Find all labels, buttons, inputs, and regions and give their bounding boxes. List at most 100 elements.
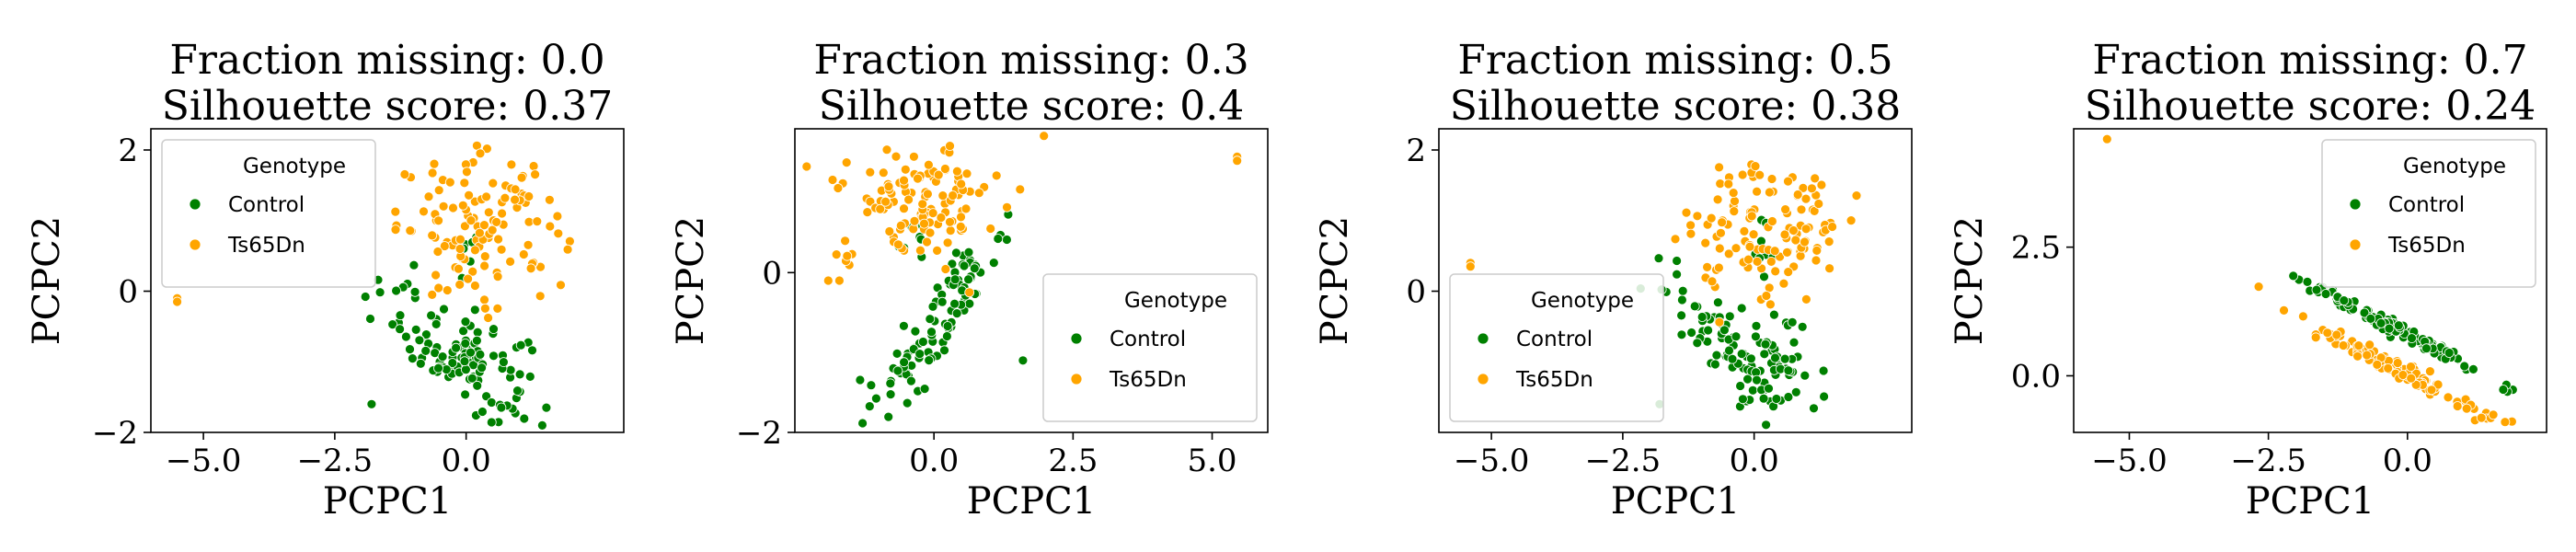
- point-ts65dn: [528, 161, 539, 171]
- point-ts65dn: [1801, 293, 1811, 305]
- point-ts65dn: [991, 170, 1002, 181]
- point-control: [489, 351, 499, 362]
- point-ts65dn: [1723, 248, 1734, 259]
- point-control: [489, 324, 499, 335]
- point-ts65dn: [1810, 173, 1821, 184]
- point-ts65dn: [1465, 261, 1476, 272]
- point-ts65dn: [459, 221, 470, 232]
- point-control: [2320, 289, 2331, 299]
- point-ts65dn: [1706, 213, 1717, 224]
- point-ts65dn: [1783, 267, 1794, 278]
- point-ts65dn: [1778, 278, 1789, 289]
- point-ts65dn: [1739, 225, 1750, 236]
- point-ts65dn: [1729, 206, 1740, 217]
- point-ts65dn: [1827, 222, 1837, 232]
- point-ts65dn: [1670, 234, 1681, 245]
- point-ts65dn: [1714, 316, 1725, 328]
- point-ts65dn: [2426, 385, 2437, 396]
- point-ts65dn: [960, 203, 972, 214]
- point-ts65dn: [2406, 362, 2416, 373]
- point-ts65dn: [442, 285, 453, 295]
- point-ts65dn: [1792, 190, 1803, 200]
- point-ts65dn: [444, 177, 455, 188]
- legend: Genotype Control Ts65Dn: [2321, 139, 2536, 288]
- point-control: [524, 371, 535, 382]
- plot-frame: [1438, 128, 1913, 433]
- point-control: [1677, 294, 1687, 305]
- point-control: [2393, 320, 2404, 331]
- point-ts65dn: [2297, 311, 2308, 322]
- point-ts65dn: [2352, 351, 2363, 362]
- x-tick-label: −5.0: [1454, 443, 1530, 479]
- point-control: [1711, 350, 1722, 361]
- point-control: [969, 263, 980, 274]
- point-control: [1672, 256, 1682, 266]
- point-ts65dn: [510, 184, 521, 195]
- point-control: [1676, 310, 1686, 321]
- point-control: [2384, 323, 2395, 334]
- point-ts65dn: [470, 245, 480, 256]
- point-control: [951, 247, 961, 259]
- point-control: [415, 358, 426, 369]
- point-ts65dn: [510, 194, 520, 205]
- legend-marker-ts65dn: [189, 238, 201, 251]
- point-ts65dn: [2101, 133, 2112, 144]
- x-tick-label: 2.5: [1048, 443, 1098, 479]
- point-control: [426, 310, 437, 321]
- y-axis-label: PCPC2: [670, 216, 712, 346]
- point-ts65dn: [523, 191, 535, 201]
- point-ts65dn: [1780, 204, 1790, 215]
- point-ts65dn: [865, 167, 876, 178]
- point-ts65dn: [475, 148, 486, 159]
- point-control: [460, 338, 471, 349]
- point-ts65dn: [936, 213, 947, 223]
- point-control: [1686, 328, 1696, 338]
- point-control: [883, 411, 894, 422]
- point-control: [472, 335, 482, 346]
- point-ts65dn: [172, 296, 183, 307]
- point-ts65dn: [1851, 190, 1862, 201]
- point-control: [469, 305, 480, 316]
- point-control: [949, 274, 960, 285]
- point-ts65dn: [1816, 179, 1827, 190]
- x-tick-label: −2.5: [297, 443, 374, 479]
- data-points: [172, 140, 575, 431]
- point-control: [1760, 339, 1771, 350]
- point-ts65dn: [865, 196, 876, 207]
- point-ts65dn: [2476, 412, 2487, 423]
- legend-marker-control: [2349, 198, 2362, 211]
- chart-title-line-1: Fraction missing: 0.5: [1457, 37, 1892, 84]
- point-control: [1809, 403, 1819, 414]
- point-control: [964, 298, 975, 309]
- legend-label-ts65dn: Ts65Dn: [1109, 368, 1187, 392]
- point-control: [441, 364, 452, 375]
- y-tick-label: 0.0: [2011, 358, 2061, 395]
- point-control: [939, 345, 949, 356]
- point-ts65dn: [483, 207, 494, 218]
- point-control: [408, 259, 420, 270]
- point-control: [1747, 385, 1758, 396]
- point-ts65dn: [516, 172, 527, 183]
- point-control: [391, 285, 402, 296]
- point-control: [902, 397, 913, 408]
- point-ts65dn: [1002, 201, 1012, 213]
- point-control: [1779, 353, 1790, 364]
- point-control: [537, 420, 547, 431]
- point-ts65dn: [2392, 358, 2403, 368]
- legend-label-control: Control: [1110, 328, 1186, 351]
- point-control: [2288, 270, 2299, 282]
- point-ts65dn: [1232, 155, 1243, 167]
- point-control: [1692, 338, 1703, 349]
- legend-label-ts65dn: Ts65Dn: [227, 234, 305, 258]
- x-tick-label: 0.0: [442, 443, 491, 479]
- point-ts65dn: [545, 221, 556, 232]
- x-tick-label: 0.0: [909, 443, 959, 479]
- point-ts65dn: [933, 169, 944, 180]
- point-control: [437, 351, 448, 362]
- point-ts65dn: [2452, 401, 2463, 411]
- legend: Genotype Control Ts65Dn: [161, 139, 376, 288]
- point-ts65dn: [1748, 229, 1759, 240]
- point-ts65dn: [961, 168, 972, 179]
- point-control: [1771, 394, 1782, 404]
- point-control: [458, 326, 469, 337]
